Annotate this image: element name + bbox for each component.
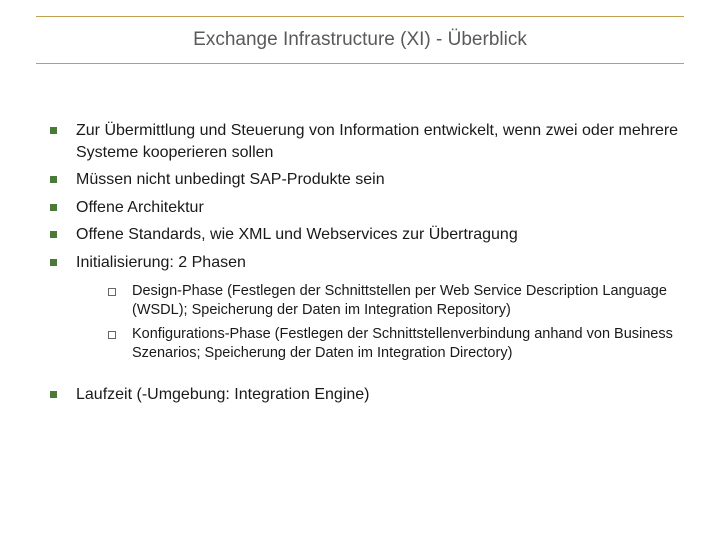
spacer — [76, 368, 690, 378]
bullet-text: Zur Übermittlung und Steuerung von Infor… — [76, 122, 678, 161]
sub-list-item: Design-Phase (Festlegen der Schnittstell… — [76, 282, 690, 321]
bullet-text: Laufzeit (-Umgebung: Integration Engine) — [76, 386, 370, 403]
sub-list-item: Konfigurations-Phase (Festlegen der Schn… — [76, 325, 690, 364]
bullet-list: Zur Übermittlung und Steuerung von Infor… — [44, 120, 690, 405]
title-rule-box: Exchange Infrastructure (XI) - Überblick — [36, 16, 684, 64]
bullet-text: Offene Standards, wie XML und Webservice… — [76, 226, 518, 243]
list-item: Müssen nicht unbedingt SAP-Produkte sein — [44, 169, 690, 191]
bullet-text: Offene Architektur — [76, 199, 204, 216]
list-item: Initialisierung: 2 Phasen Design-Phase (… — [44, 252, 690, 378]
slide-title: Exchange Infrastructure (XI) - Überblick — [193, 29, 527, 51]
slide-content: Zur Übermittlung und Steuerung von Infor… — [44, 120, 690, 411]
sub-bullet-text: Design-Phase (Festlegen der Schnittstell… — [132, 283, 667, 319]
bullet-text: Initialisierung: 2 Phasen — [76, 254, 246, 271]
sub-bullet-list: Design-Phase (Festlegen der Schnittstell… — [76, 282, 690, 364]
list-item: Zur Übermittlung und Steuerung von Infor… — [44, 120, 690, 163]
bullet-text: Müssen nicht unbedingt SAP-Produkte sein — [76, 171, 385, 188]
list-item: Offene Architektur — [44, 197, 690, 219]
sub-bullet-text: Konfigurations-Phase (Festlegen der Schn… — [132, 326, 673, 362]
list-item: Laufzeit (-Umgebung: Integration Engine) — [44, 384, 690, 406]
list-item: Offene Standards, wie XML und Webservice… — [44, 224, 690, 246]
